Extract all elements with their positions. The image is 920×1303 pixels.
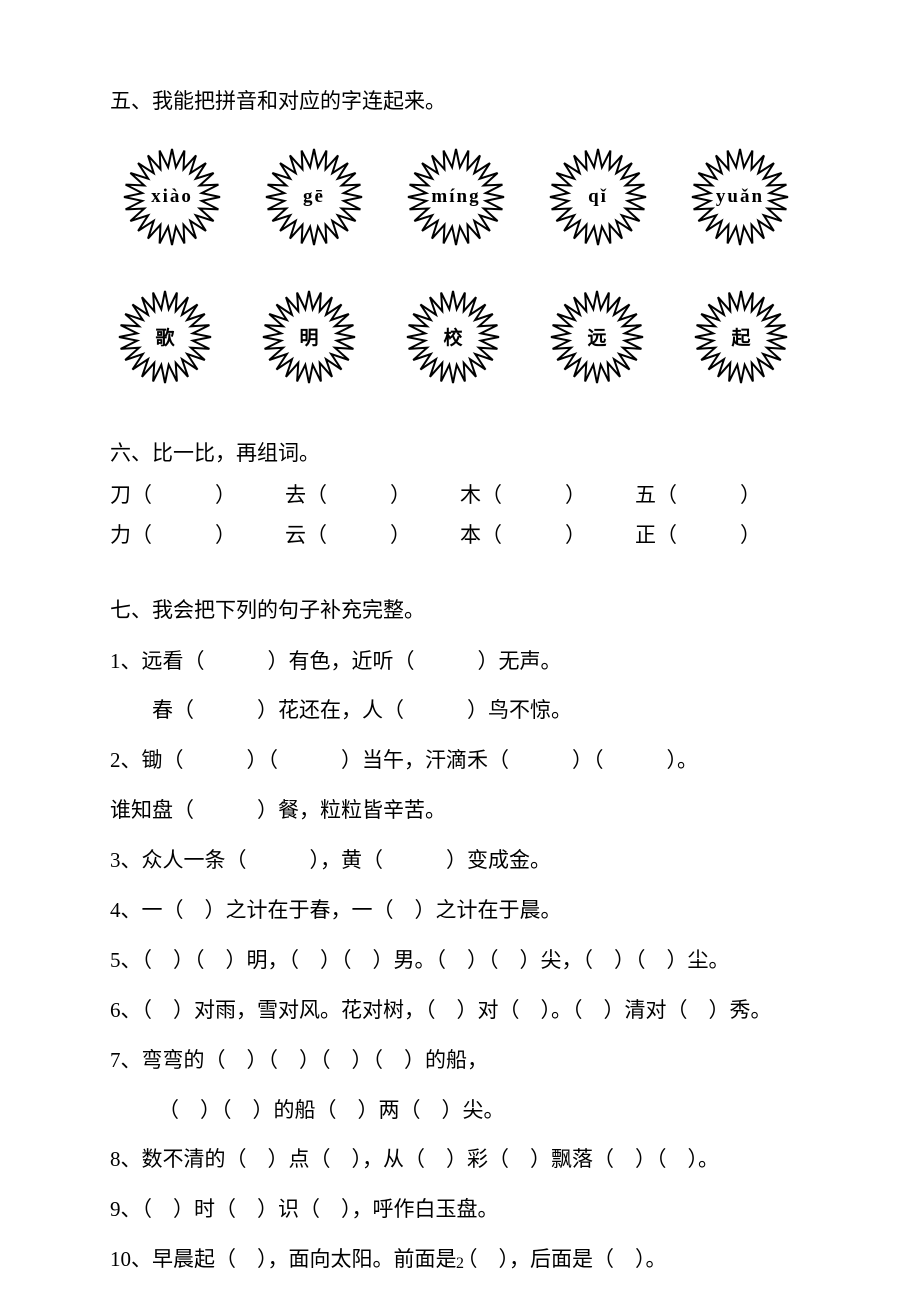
cell: 去（ ） (285, 476, 460, 516)
page-number: 2 (456, 1255, 464, 1273)
cell: 木（ ） (460, 476, 635, 516)
starburst-char-4: 起 (686, 287, 796, 387)
section5-title: 五、我能把拼音和对应的字连起来。 (110, 85, 810, 119)
section-7: 七、我会把下列的句子补充完整。 1、远看（ ）有色，近听（ ）无声。 春（ ）花… (110, 594, 810, 1280)
s7-line-0: 1、远看（ ）有色，近听（ ）无声。 (110, 642, 810, 682)
char-label-1: 明 (299, 323, 318, 350)
starburst-char-3: 远 (542, 287, 652, 387)
s7-line-9: （ ）（ ）的船（ ）两（ ）尖。 (110, 1091, 810, 1131)
compare-row-1: 刀（ ） 去（ ） 木（ ） 五（ ） (110, 476, 810, 516)
s7-line-10: 8、数不清的（ ）点（ ），从（ ）彩（ ）飘落（ ）（ ）。 (110, 1140, 810, 1180)
starburst-char-0: 歌 (110, 287, 220, 387)
s7-line-3: 谁知盘（ ）餐，粒粒皆辛苦。 (110, 791, 810, 831)
cell: 五（ ） (635, 476, 810, 516)
s7-line-5: 4、一（ ）之计在于春，一（ ）之计在于晨。 (110, 891, 810, 931)
char-label-4: 起 (731, 323, 750, 350)
pinyin-label-3: qǐ (588, 186, 608, 208)
starburst-pinyin-3: qǐ (536, 147, 660, 247)
char-row: 歌 明 校 远 起 (110, 287, 810, 387)
cell: 刀（ ） (110, 476, 285, 516)
s7-line-2: 2、锄（ ）（ ）当午，汗滴禾（ ）（ ）。 (110, 741, 810, 781)
compare-row-2: 力（ ） 云（ ） 本（ ） 正（ ） (110, 516, 810, 556)
s7-line-8: 7、弯弯的（ ）（ ）（ ）（ ）的船， (110, 1041, 810, 1081)
pinyin-label-4: yuǎn (716, 186, 764, 208)
starburst-pinyin-1: gē (252, 147, 376, 247)
pinyin-label-0: xiào (151, 186, 193, 208)
s7-line-1: 春（ ）花还在，人（ ）鸟不惊。 (110, 691, 810, 731)
cell: 力（ ） (110, 516, 285, 556)
starburst-pinyin-0: xiào (110, 147, 234, 247)
starburst-char-2: 校 (398, 287, 508, 387)
starburst-pinyin-2: míng (394, 147, 518, 247)
cell: 云（ ） (285, 516, 460, 556)
s7-line-4: 3、众人一条（ ），黄（ ）变成金。 (110, 841, 810, 881)
section-5: 五、我能把拼音和对应的字连起来。 xiào gē míng qǐ yuǎn 歌 (110, 85, 810, 387)
starburst-char-1: 明 (254, 287, 364, 387)
pinyin-row: xiào gē míng qǐ yuǎn (110, 147, 810, 247)
pinyin-label-1: gē (303, 186, 325, 208)
section6-title: 六、比一比，再组词。 (110, 437, 810, 471)
starburst-pinyin-4: yuǎn (678, 147, 802, 247)
s7-line-11: 9、（ ）时（ ）识（ ），呼作白玉盘。 (110, 1190, 810, 1230)
cell: 本（ ） (460, 516, 635, 556)
char-label-2: 校 (443, 323, 462, 350)
s7-line-7: 6、（ ）对雨，雪对风。花对树，（ ）对（ ）。（ ）清对（ ）秀。 (110, 991, 810, 1031)
char-label-3: 远 (587, 323, 606, 350)
section7-title: 七、我会把下列的句子补充完整。 (110, 594, 810, 628)
section-6: 六、比一比，再组词。 刀（ ） 去（ ） 木（ ） 五（ ） 力（ ） 云（ ）… (110, 437, 810, 556)
cell: 正（ ） (635, 516, 810, 556)
compare-grid: 刀（ ） 去（ ） 木（ ） 五（ ） 力（ ） 云（ ） 本（ ） 正（ ） (110, 476, 810, 556)
s7-line-6: 5、（ ）（ ）明，（ ）（ ）男。（ ）（ ）尖，（ ）（ ）尘。 (110, 941, 810, 981)
pinyin-label-2: míng (431, 186, 480, 208)
char-label-0: 歌 (155, 323, 174, 350)
